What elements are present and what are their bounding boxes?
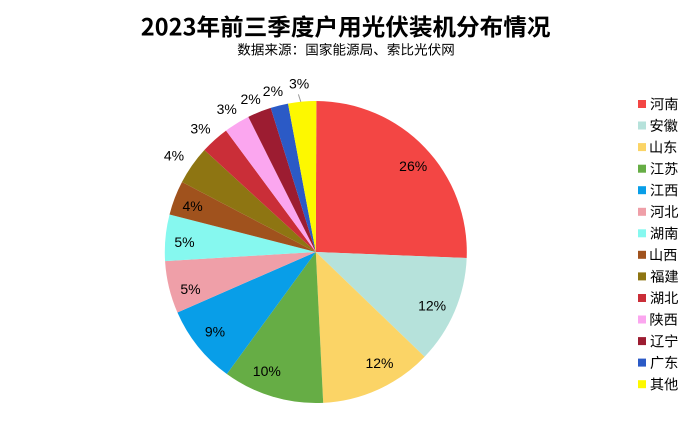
svg-text:3%: 3%: [289, 75, 309, 91]
svg-text:3%: 3%: [190, 121, 210, 137]
svg-text:2%: 2%: [263, 83, 283, 99]
svg-text:10%: 10%: [253, 363, 281, 379]
svg-text:12%: 12%: [365, 355, 393, 371]
svg-text:5%: 5%: [174, 234, 194, 250]
svg-text:3%: 3%: [217, 101, 237, 117]
svg-text:12%: 12%: [418, 298, 446, 314]
svg-text:4%: 4%: [164, 148, 184, 164]
svg-text:9%: 9%: [205, 323, 225, 339]
svg-text:26%: 26%: [399, 158, 427, 174]
svg-text:5%: 5%: [180, 281, 200, 297]
svg-text:4%: 4%: [182, 198, 202, 214]
svg-text:2%: 2%: [240, 91, 260, 107]
